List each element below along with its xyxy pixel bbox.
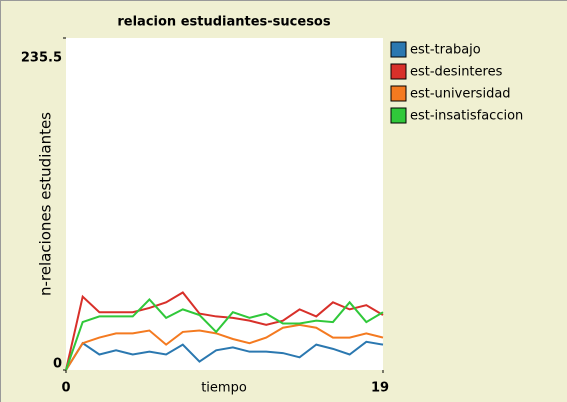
legend-label: est-insatisfaccion [410,109,523,124]
y-axis-label: n-relaciones estudiantes [37,112,55,296]
x-tick-label: 0 [61,381,70,396]
legend-swatch [390,107,407,124]
series-line [65,340,384,371]
legend-label: est-desinteres [410,65,503,80]
series-line [65,298,384,371]
legend-swatch [390,63,407,80]
plot-area [66,38,383,370]
legend-label: est-universidad [410,87,511,102]
y-tick-label: 235.5 [21,51,62,66]
legend-swatch [390,41,407,58]
legend-label: est-trabajo [410,43,481,58]
y-tick-label: 0 [53,357,62,372]
series-line [65,291,384,371]
legend-swatch [390,85,407,102]
x-axis-label: tiempo [201,381,247,396]
x-tick-label: 19 [371,381,389,396]
chart-title: relacion estudiantes-sucesos [117,15,330,30]
series-line [65,323,384,371]
